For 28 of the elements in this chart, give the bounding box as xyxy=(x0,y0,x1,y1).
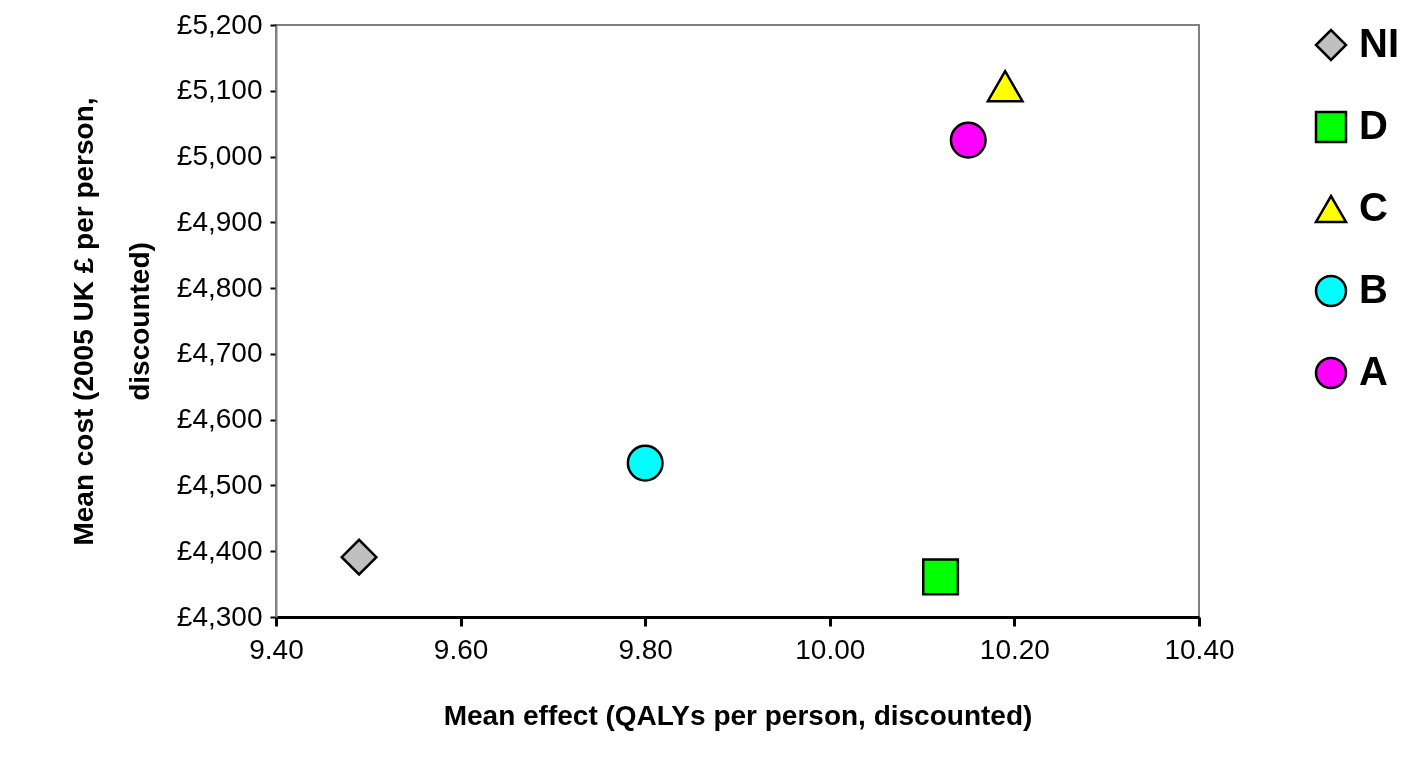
y-tick-label: £5,200 xyxy=(176,8,263,40)
legend-label: NI xyxy=(1359,21,1399,65)
y-axis-title: Mean cost (2005 UK £ per person, discounted) xyxy=(67,97,155,546)
y-tick-label: £4,400 xyxy=(176,534,263,566)
y-tick-label: £5,100 xyxy=(176,74,263,106)
x-tick-label: 10.20 xyxy=(979,633,1050,665)
legend-label: D xyxy=(1359,103,1388,147)
legend-label: B xyxy=(1359,267,1388,311)
point xyxy=(626,444,664,482)
point xyxy=(921,558,960,596)
y-tick-label: £4,700 xyxy=(176,337,263,369)
y-tick-label: £4,500 xyxy=(176,468,263,500)
y-tick-label: £4,800 xyxy=(176,271,263,303)
legend-label: A xyxy=(1359,349,1388,393)
x-axis-title: Mean effect (QALYs per person, discounted) xyxy=(443,699,1033,731)
y-tick-label: £4,600 xyxy=(176,403,263,435)
point xyxy=(986,69,1024,103)
x-tick-label: 10.00 xyxy=(795,633,866,665)
legend-label: C xyxy=(1359,185,1388,229)
y-tick-label: £5,000 xyxy=(176,140,263,172)
y-tick-label: £4,900 xyxy=(176,205,263,237)
point xyxy=(340,538,378,576)
point xyxy=(949,121,987,159)
x-tick-label: 9.80 xyxy=(618,633,673,665)
x-tick-label: 10.40 xyxy=(1164,633,1235,665)
y-tick-label: £4,300 xyxy=(176,600,263,632)
x-tick-label: 9.40 xyxy=(249,633,304,665)
x-tick-label: 9.60 xyxy=(433,633,489,665)
